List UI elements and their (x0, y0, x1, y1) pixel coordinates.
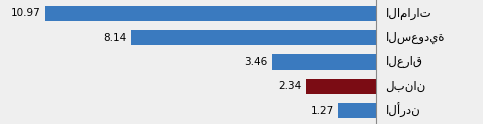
Bar (45, 6, 376, 21)
Text: 3.46: 3.46 (244, 57, 268, 67)
Text: الامارات: الامارات (385, 7, 431, 20)
Text: 8.14: 8.14 (103, 33, 126, 43)
Text: 10.97: 10.97 (11, 8, 41, 18)
Text: 1.27: 1.27 (310, 106, 334, 116)
Text: 2.34: 2.34 (278, 81, 301, 91)
Bar (338, 103, 376, 118)
Text: العراق: العراق (385, 56, 423, 68)
Bar (272, 54, 376, 70)
Text: الأردن: الأردن (385, 103, 420, 118)
Bar (131, 30, 376, 45)
Text: السعودية: السعودية (385, 31, 445, 44)
Bar (306, 79, 376, 94)
Text: لبنان: لبنان (385, 80, 426, 93)
